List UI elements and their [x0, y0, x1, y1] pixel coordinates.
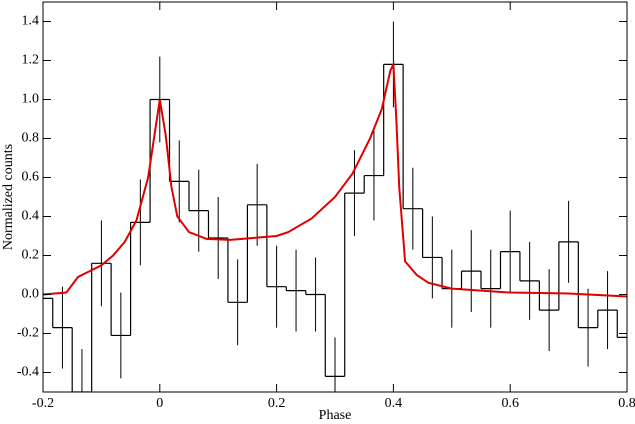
- x-axis-label: Phase: [319, 408, 352, 423]
- x-tick-label: 0.6: [501, 396, 519, 411]
- y-tick-label: 0.0: [22, 287, 40, 302]
- y-tick-label: -0.2: [17, 326, 39, 341]
- y-tick-label: 0.6: [22, 170, 40, 185]
- x-tick-label: 0.4: [385, 396, 403, 411]
- y-tick-label: 1.0: [22, 92, 40, 107]
- x-tick-label: 0.2: [268, 396, 286, 411]
- x-tick-label: 0: [156, 396, 163, 411]
- plot-frame: [42, 1, 628, 393]
- y-tick-label: 1.4: [22, 14, 40, 29]
- y-axis-label: Normalized counts: [1, 144, 16, 250]
- model-curve: [43, 60, 627, 298]
- y-tick-label: 0.8: [22, 131, 40, 146]
- y-tick-label: -0.4: [17, 365, 39, 380]
- y-tick-label: 0.4: [22, 209, 40, 224]
- x-tick-label: 0.8: [618, 396, 635, 411]
- y-tick-label: 1.2: [22, 53, 40, 68]
- x-tick-label: -0.2: [32, 396, 54, 411]
- y-tick-label: 0.2: [22, 248, 40, 263]
